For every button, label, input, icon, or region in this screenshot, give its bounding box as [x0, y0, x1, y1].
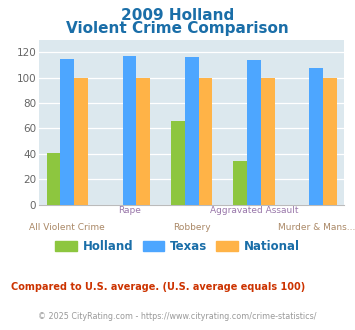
Bar: [185, 57, 198, 205]
Text: Murder & Mans...: Murder & Mans...: [278, 223, 355, 232]
Bar: [60, 59, 74, 205]
Text: © 2025 CityRating.com - https://www.cityrating.com/crime-statistics/: © 2025 CityRating.com - https://www.city…: [38, 312, 317, 321]
Bar: [247, 60, 261, 205]
Bar: [74, 78, 88, 205]
Text: 2009 Holland: 2009 Holland: [121, 8, 234, 23]
Bar: [323, 78, 337, 205]
Bar: [122, 56, 136, 205]
Bar: [198, 78, 212, 205]
Bar: [136, 78, 150, 205]
Bar: [234, 161, 247, 205]
Bar: [171, 121, 185, 205]
Text: Violent Crime Comparison: Violent Crime Comparison: [66, 21, 289, 36]
Text: All Violent Crime: All Violent Crime: [29, 223, 105, 232]
Bar: [47, 152, 60, 205]
Legend: Holland, Texas, National: Holland, Texas, National: [51, 236, 304, 258]
Bar: [310, 68, 323, 205]
Text: Aggravated Assault: Aggravated Assault: [210, 206, 298, 215]
Bar: [261, 78, 274, 205]
Text: Robbery: Robbery: [173, 223, 211, 232]
Text: Compared to U.S. average. (U.S. average equals 100): Compared to U.S. average. (U.S. average …: [11, 282, 305, 292]
Text: Rape: Rape: [118, 206, 141, 215]
